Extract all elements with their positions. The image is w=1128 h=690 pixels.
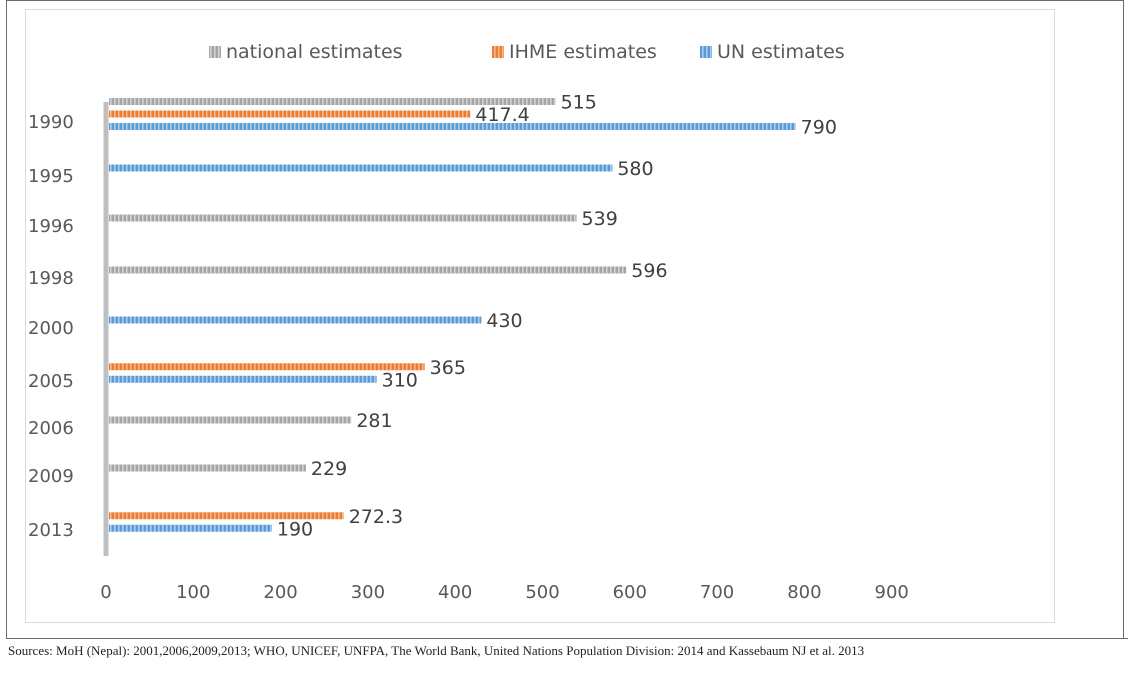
data-label-national-estimates-2006: 281 bbox=[356, 410, 392, 432]
figure-frame: national estimates IHME estimates UN estim… bbox=[6, 0, 1124, 638]
x-tick-label: 0 bbox=[100, 582, 111, 603]
source-note: Sources: MoH (Nepal): 2001,2006,2009,201… bbox=[8, 643, 865, 658]
data-label-un-estimates-2000: 430 bbox=[486, 310, 522, 332]
data-labels: 515 417.4 790 580 539 596 430 365 310 281 229 272.3… bbox=[277, 92, 837, 541]
legend-label-national-estimates: national estimates bbox=[226, 41, 403, 63]
data-label-un-estimates-1995: 580 bbox=[617, 158, 653, 180]
legend-swatch-national-estimates bbox=[209, 46, 221, 58]
bar-un-estimates-2005 bbox=[109, 375, 377, 383]
x-tick-label: 300 bbox=[351, 582, 385, 603]
y-tick-label: 1995 bbox=[28, 166, 74, 187]
source-divider bbox=[6, 638, 1128, 639]
y-tick-label: 2006 bbox=[28, 418, 74, 439]
x-tick-label: 600 bbox=[613, 582, 647, 603]
y-tick-label: 2000 bbox=[28, 318, 74, 339]
bar-national-estimates-1990 bbox=[109, 98, 556, 105]
y-tick-label: 2009 bbox=[28, 466, 74, 487]
chart-area: national estimates IHME estimates UN estim… bbox=[25, 9, 1055, 623]
x-tick-label: 100 bbox=[176, 582, 210, 603]
data-label-ihme-estimates-2005: 365 bbox=[430, 357, 466, 379]
bar-un-estimates-2013 bbox=[109, 524, 272, 532]
data-label-un-estimates-2013: 190 bbox=[277, 518, 313, 540]
y-tick-label: 1996 bbox=[28, 216, 74, 237]
x-tick-label: 400 bbox=[438, 582, 472, 603]
bar-chart: national estimates IHME estimates UN estim… bbox=[28, 41, 909, 603]
bar-national-estimates-1996 bbox=[109, 214, 577, 222]
bar-un-estimates-1995 bbox=[109, 164, 613, 172]
data-label-national-estimates-1996: 539 bbox=[582, 208, 618, 230]
data-label-un-estimates-1990: 790 bbox=[801, 117, 837, 139]
legend-swatch-un-estimates bbox=[700, 46, 712, 58]
data-label-ihme-estimates-1990: 417.4 bbox=[475, 104, 529, 126]
bar-un-estimates-1990 bbox=[109, 123, 796, 130]
y-tick-label: 1998 bbox=[28, 268, 74, 289]
data-label-un-estimates-2005: 310 bbox=[382, 369, 418, 391]
data-label-ihme-estimates-2013: 272.3 bbox=[349, 506, 403, 528]
bar-ihme-estimates-1990 bbox=[109, 110, 471, 118]
bar-ihme-estimates-2005 bbox=[109, 363, 425, 371]
x-tick-label: 700 bbox=[700, 582, 734, 603]
legend-label-ihme-estimates: IHME estimates bbox=[509, 41, 657, 63]
x-axis: 0 100 200 300 400 500 600 700 800 900 bbox=[100, 582, 909, 603]
y-tick-label: 2005 bbox=[28, 371, 74, 392]
x-tick-label: 800 bbox=[787, 582, 821, 603]
bar-national-estimates-2006 bbox=[109, 416, 352, 424]
x-tick-label: 500 bbox=[525, 582, 559, 603]
bar-un-estimates-2000 bbox=[109, 316, 482, 324]
legend-swatch-ihme-estimates bbox=[492, 46, 504, 58]
bar-national-estimates-2009 bbox=[109, 464, 306, 472]
y-tick-label: 1990 bbox=[28, 112, 74, 133]
bar-national-estimates-1998 bbox=[109, 266, 627, 274]
legend-label-un-estimates: UN estimates bbox=[717, 41, 845, 63]
y-axis: 1990 1995 1996 1998 2000 2005 2006 2009 2013 bbox=[28, 102, 109, 556]
chart-legend: national estimates IHME estimates UN estim… bbox=[209, 41, 845, 63]
data-label-national-estimates-1998: 596 bbox=[631, 260, 667, 282]
data-label-national-estimates-1990: 515 bbox=[561, 92, 597, 114]
x-tick-label: 900 bbox=[875, 582, 909, 603]
y-tick-label: 2013 bbox=[28, 520, 74, 541]
x-tick-label: 200 bbox=[263, 582, 297, 603]
data-label-national-estimates-2009: 229 bbox=[311, 458, 347, 480]
bar-group bbox=[109, 98, 796, 532]
bar-ihme-estimates-2013 bbox=[109, 512, 344, 520]
